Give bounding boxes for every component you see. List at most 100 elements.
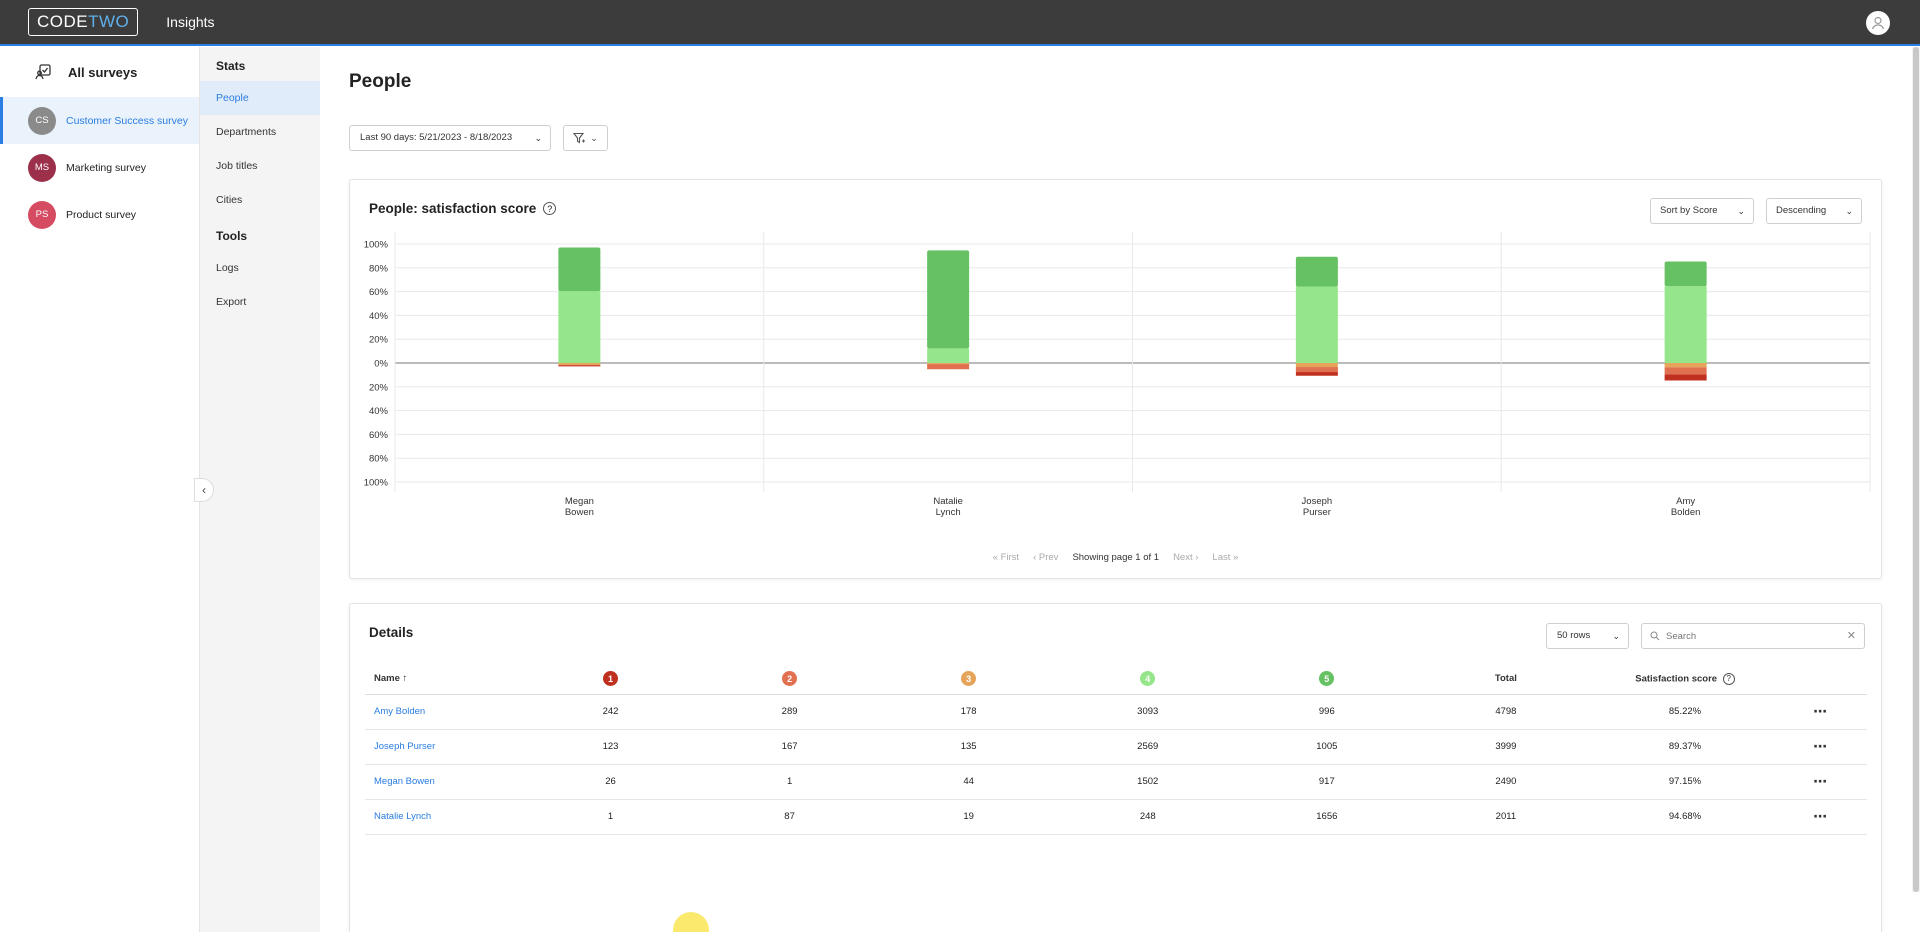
chevron-down-icon: ⌄ — [1612, 631, 1620, 641]
rating-1-badge: 1 — [603, 671, 618, 687]
pager-first-label: First — [1000, 552, 1020, 563]
table-row: Joseph Purser 123 167 135 2569 1005 3999 89.37%… — [365, 729, 1867, 765]
survey-item[interactable]: CS Customer Success survey — [0, 97, 199, 144]
cell-r5: 996 — [1237, 694, 1417, 730]
person-name-link[interactable]: Joseph Purser — [365, 729, 521, 765]
user-account-button[interactable] — [1866, 11, 1890, 35]
sidebar-link-cities[interactable]: Cities — [216, 194, 243, 206]
stats-sidebar: Stats People Departments Job titles Cities … — [200, 47, 320, 932]
survey-item[interactable]: MS Marketing survey — [0, 144, 199, 191]
cell-total: 2011 — [1416, 799, 1596, 835]
survey-item[interactable]: PS Product survey — [0, 191, 199, 238]
cell-r1: 1 — [520, 799, 701, 835]
search-input[interactable] — [1666, 630, 1846, 642]
column-header-rating-1[interactable]: 1 — [520, 664, 701, 695]
bar-segment-rating-5 — [1664, 261, 1707, 287]
cell-score: 85.22% — [1595, 694, 1775, 730]
rows-per-page-dropdown[interactable]: 50 rows ⌄ — [1546, 623, 1629, 649]
survey-avatar: PS — [28, 200, 56, 229]
cell-total: 4798 — [1416, 694, 1596, 730]
pager-prev-button[interactable]: ‹ Prev — [1033, 552, 1059, 563]
pager-prev-label: Prev — [1038, 552, 1059, 563]
surveys-icon — [35, 64, 51, 80]
bar-segment-rating-5 — [1295, 256, 1338, 287]
all-surveys-link[interactable]: All surveys — [0, 47, 199, 97]
person-name-link[interactable]: Natalie Lynch — [365, 799, 521, 835]
cell-score: 97.15% — [1595, 764, 1775, 800]
chevron-down-icon: ⌄ — [1845, 206, 1853, 216]
more-options-icon[interactable]: ⋯ — [1813, 703, 1829, 719]
column-header-name[interactable]: Name ↑ — [365, 664, 521, 695]
survey-label: Customer Success survey — [66, 114, 188, 127]
help-icon[interactable]: ? — [543, 202, 557, 215]
sidebar-link-people[interactable]: People — [200, 81, 320, 115]
bar-segment-rating-1 — [1295, 372, 1338, 376]
cell-total: 2490 — [1416, 764, 1596, 800]
date-range-dropdown[interactable]: Last 90 days: 5/21/2023 - 8/18/2023 ⌄ — [349, 125, 551, 151]
sidebar-link-departments[interactable]: Departments — [216, 126, 277, 138]
more-options-icon[interactable]: ⋯ — [1813, 773, 1829, 789]
all-surveys-label: All surveys — [68, 64, 138, 80]
pager-last-button[interactable]: Last » — [1212, 552, 1239, 563]
column-header-rating-3[interactable]: 3 — [879, 664, 1059, 695]
pager-next-label: Next — [1173, 552, 1193, 563]
sidebar-link-export[interactable]: Export — [216, 296, 247, 308]
chevron-down-icon: ⌄ — [590, 132, 598, 143]
details-title: Details — [369, 625, 414, 640]
more-options-icon[interactable]: ⋯ — [1813, 808, 1829, 824]
sort-order-value: Descending — [1776, 205, 1827, 216]
more-options-icon[interactable]: ⋯ — [1813, 738, 1829, 754]
person-name-link[interactable]: Amy Bolden — [365, 694, 521, 730]
y-tick-label: 40% — [369, 406, 389, 417]
search-icon — [1650, 631, 1660, 641]
sidebar-link-job-titles[interactable]: Job titles — [216, 160, 258, 172]
satisfaction-bar-chart: 100%80%60%40%20%0%20%40%60%80%100%MeganB… — [364, 232, 1871, 518]
filter-button[interactable]: ⌄ — [563, 125, 608, 151]
stats-heading: Stats — [216, 59, 246, 73]
pager-status: Showing page 1 of 1 — [1072, 552, 1160, 563]
sort-by-dropdown[interactable]: Sort by Score ⌄ — [1650, 198, 1754, 224]
y-tick-label: 100% — [364, 240, 389, 251]
column-header-rating-5[interactable]: 5 — [1237, 664, 1417, 695]
details-card: Details 50 rows ⌄ ✕ Name ↑ 1 2 3 4 5 Tot… — [349, 603, 1882, 932]
date-range-value: Last 90 days: 5/21/2023 - 8/18/2023 — [360, 132, 513, 143]
cell-r1: 242 — [520, 694, 701, 730]
survey-label: Product survey — [66, 208, 137, 221]
cell-r4: 2569 — [1058, 729, 1238, 765]
column-header-rating-4[interactable]: 4 — [1058, 664, 1238, 695]
logo-text-code: CODE — [37, 12, 89, 31]
rows-per-page-value: 50 rows — [1557, 630, 1591, 641]
x-category-label: Joseph — [1302, 496, 1333, 507]
chevron-down-icon: ⌄ — [534, 133, 542, 143]
main-content: People Last 90 days: 5/21/2023 - 8/18/20… — [320, 47, 1915, 932]
chart-title: People: satisfaction score ? — [369, 201, 557, 216]
column-header-total[interactable]: Total — [1416, 664, 1596, 695]
bar-segment-rating-2 — [1295, 367, 1338, 373]
row-actions: ⋯ — [1774, 694, 1867, 730]
column-header-score[interactable]: Satisfaction score ? — [1595, 664, 1775, 695]
person-name-link[interactable]: Megan Bowen — [365, 764, 521, 800]
user-icon — [1871, 16, 1885, 30]
rating-5-badge: 5 — [1319, 671, 1335, 687]
page-scrollbar-thumb[interactable] — [1913, 47, 1919, 892]
codetwo-logo[interactable]: CODE TWO — [28, 8, 139, 36]
page-title: People — [349, 71, 412, 92]
cell-score: 94.68% — [1595, 799, 1775, 835]
y-tick-label: 40% — [369, 311, 389, 322]
help-icon[interactable]: ? — [1722, 672, 1735, 685]
survey-label: Marketing survey — [66, 161, 146, 174]
sidebar-link-logs[interactable]: Logs — [216, 262, 239, 274]
bar-segment-rating-3 — [1295, 363, 1338, 368]
search-box: ✕ — [1641, 623, 1865, 649]
pager-first-button[interactable]: « First — [992, 552, 1020, 563]
collapse-sidebar-button[interactable]: ‹ — [194, 478, 214, 502]
x-category-label: Bolden — [1671, 507, 1701, 518]
bar-segment-rating-3 — [927, 363, 970, 365]
y-tick-label: 60% — [369, 287, 389, 298]
column-header-rating-2[interactable]: 2 — [700, 664, 880, 695]
pager-next-button[interactable]: Next › — [1173, 552, 1199, 563]
bar-segment-rating-4 — [558, 291, 601, 363]
clear-search-icon[interactable]: ✕ — [1846, 630, 1856, 642]
sort-order-dropdown[interactable]: Descending ⌄ — [1766, 198, 1862, 224]
y-tick-label: 80% — [369, 454, 389, 465]
